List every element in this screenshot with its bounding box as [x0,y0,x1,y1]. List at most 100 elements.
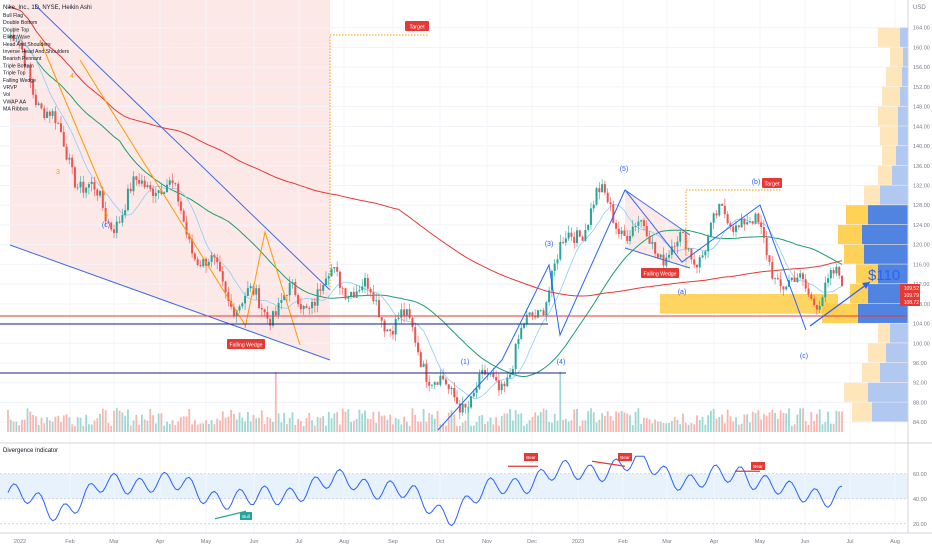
candle-body [185,221,188,235]
volume-bar [154,423,157,432]
candle-body [514,344,517,370]
divergence-tag-bull: Bull [240,512,252,520]
candle-body [478,374,481,389]
volume-bar [291,412,294,432]
candle-body [414,327,417,343]
volume-bar [581,420,584,432]
wedge-lower-line [9,244,331,361]
forecast-arrow-line [809,281,871,327]
candle-body [841,275,843,287]
volume-bar [207,423,210,432]
candle-body [743,218,746,225]
candle-body [785,286,788,290]
volume-bar [389,414,392,432]
candle-body [246,288,249,296]
candle-body [762,227,765,238]
volume-bar [43,423,46,432]
symbol-title: Nike, Inc., 1D, NYSE, Heikin Ashi [3,5,92,11]
candle-body [584,229,587,241]
svg-text:Bear: Bear [620,455,630,460]
candle-body [690,248,693,260]
candle-body [832,270,835,274]
candle-body [188,234,191,240]
candle-body [656,253,659,258]
candle-body [93,181,96,190]
volume-bar [174,424,177,432]
candle-body [576,230,579,243]
volume-bar [60,422,62,432]
volume-bar [403,416,405,432]
price-axis[interactable]: 84.00 88.00 92.00 96.00 100.00 104.00 108.00 11… [913,26,930,426]
volume-bar [216,418,219,432]
svg-text:Target: Target [764,182,780,188]
volume-bar [193,419,196,432]
time-axis-label: May [201,539,212,545]
volume-bar [456,425,458,432]
volume-bar [590,408,592,432]
divergence-tag-bear-3: Bear [751,462,765,470]
volume-bar [177,421,180,432]
volume-bar [782,412,785,432]
volume-bar [670,421,673,432]
candle-body [87,184,90,188]
volume-bar [347,409,350,432]
candle-body [62,131,65,147]
price-badge [900,284,920,292]
forecast-arrow-head [862,282,870,289]
time-axis[interactable]: 2022 Feb Mar Apr May Jun Jul Aug Sep Oct Nov Dec 202… [14,539,900,545]
volume-bar [124,415,127,432]
volume-bar [514,410,517,432]
candle-body [386,329,389,332]
price-tick-label: 156.00 [913,65,930,71]
volume-bar [372,411,375,432]
volume-bar [149,408,152,432]
candle-body [90,181,93,185]
indicator-list-item: Double Bottom [3,20,37,26]
candle-body [774,278,777,279]
candle-body [48,111,51,116]
volume-bar [414,414,417,432]
volume-bar [712,408,715,432]
volume-bar [774,413,776,432]
volume-bar [364,410,366,432]
volume-bar [57,415,60,432]
candle-body [313,301,316,306]
volume-bar [408,425,411,432]
volume-bar [143,419,146,432]
time-axis-label: Nov [482,539,492,545]
profile-row-down [900,27,908,47]
volume-bar [484,423,486,432]
candle-body [216,257,219,263]
candle-body [408,309,411,318]
candle-body [801,273,804,280]
indicator-list-item: VRVP [3,85,18,91]
candle-body [193,253,196,260]
candle-body [793,277,796,283]
volume-bar [707,415,710,432]
profile-row-down [878,264,908,284]
volume-bar [277,413,280,432]
volume-bar [425,421,428,432]
volume-bar [74,425,76,432]
time-axis-label: Oct [436,539,445,545]
candle-body [450,387,453,390]
candle-body [182,210,185,222]
volume-bar [631,425,634,432]
volume-bar [615,411,617,432]
time-axis-label: May [755,539,766,545]
volume-bar [562,419,564,432]
candle-body [283,295,286,301]
candle-body [439,375,442,385]
volume-bar [651,423,654,432]
candle-body [73,167,76,188]
profile-row-down [872,402,908,422]
candle-body [126,188,129,211]
volume-bar [274,371,277,432]
candle-body [539,310,542,312]
candle-body [506,377,509,387]
volume-bar [341,408,344,432]
volume-bar [132,420,135,432]
volume-bar [704,424,707,432]
volume-bar [233,413,235,432]
